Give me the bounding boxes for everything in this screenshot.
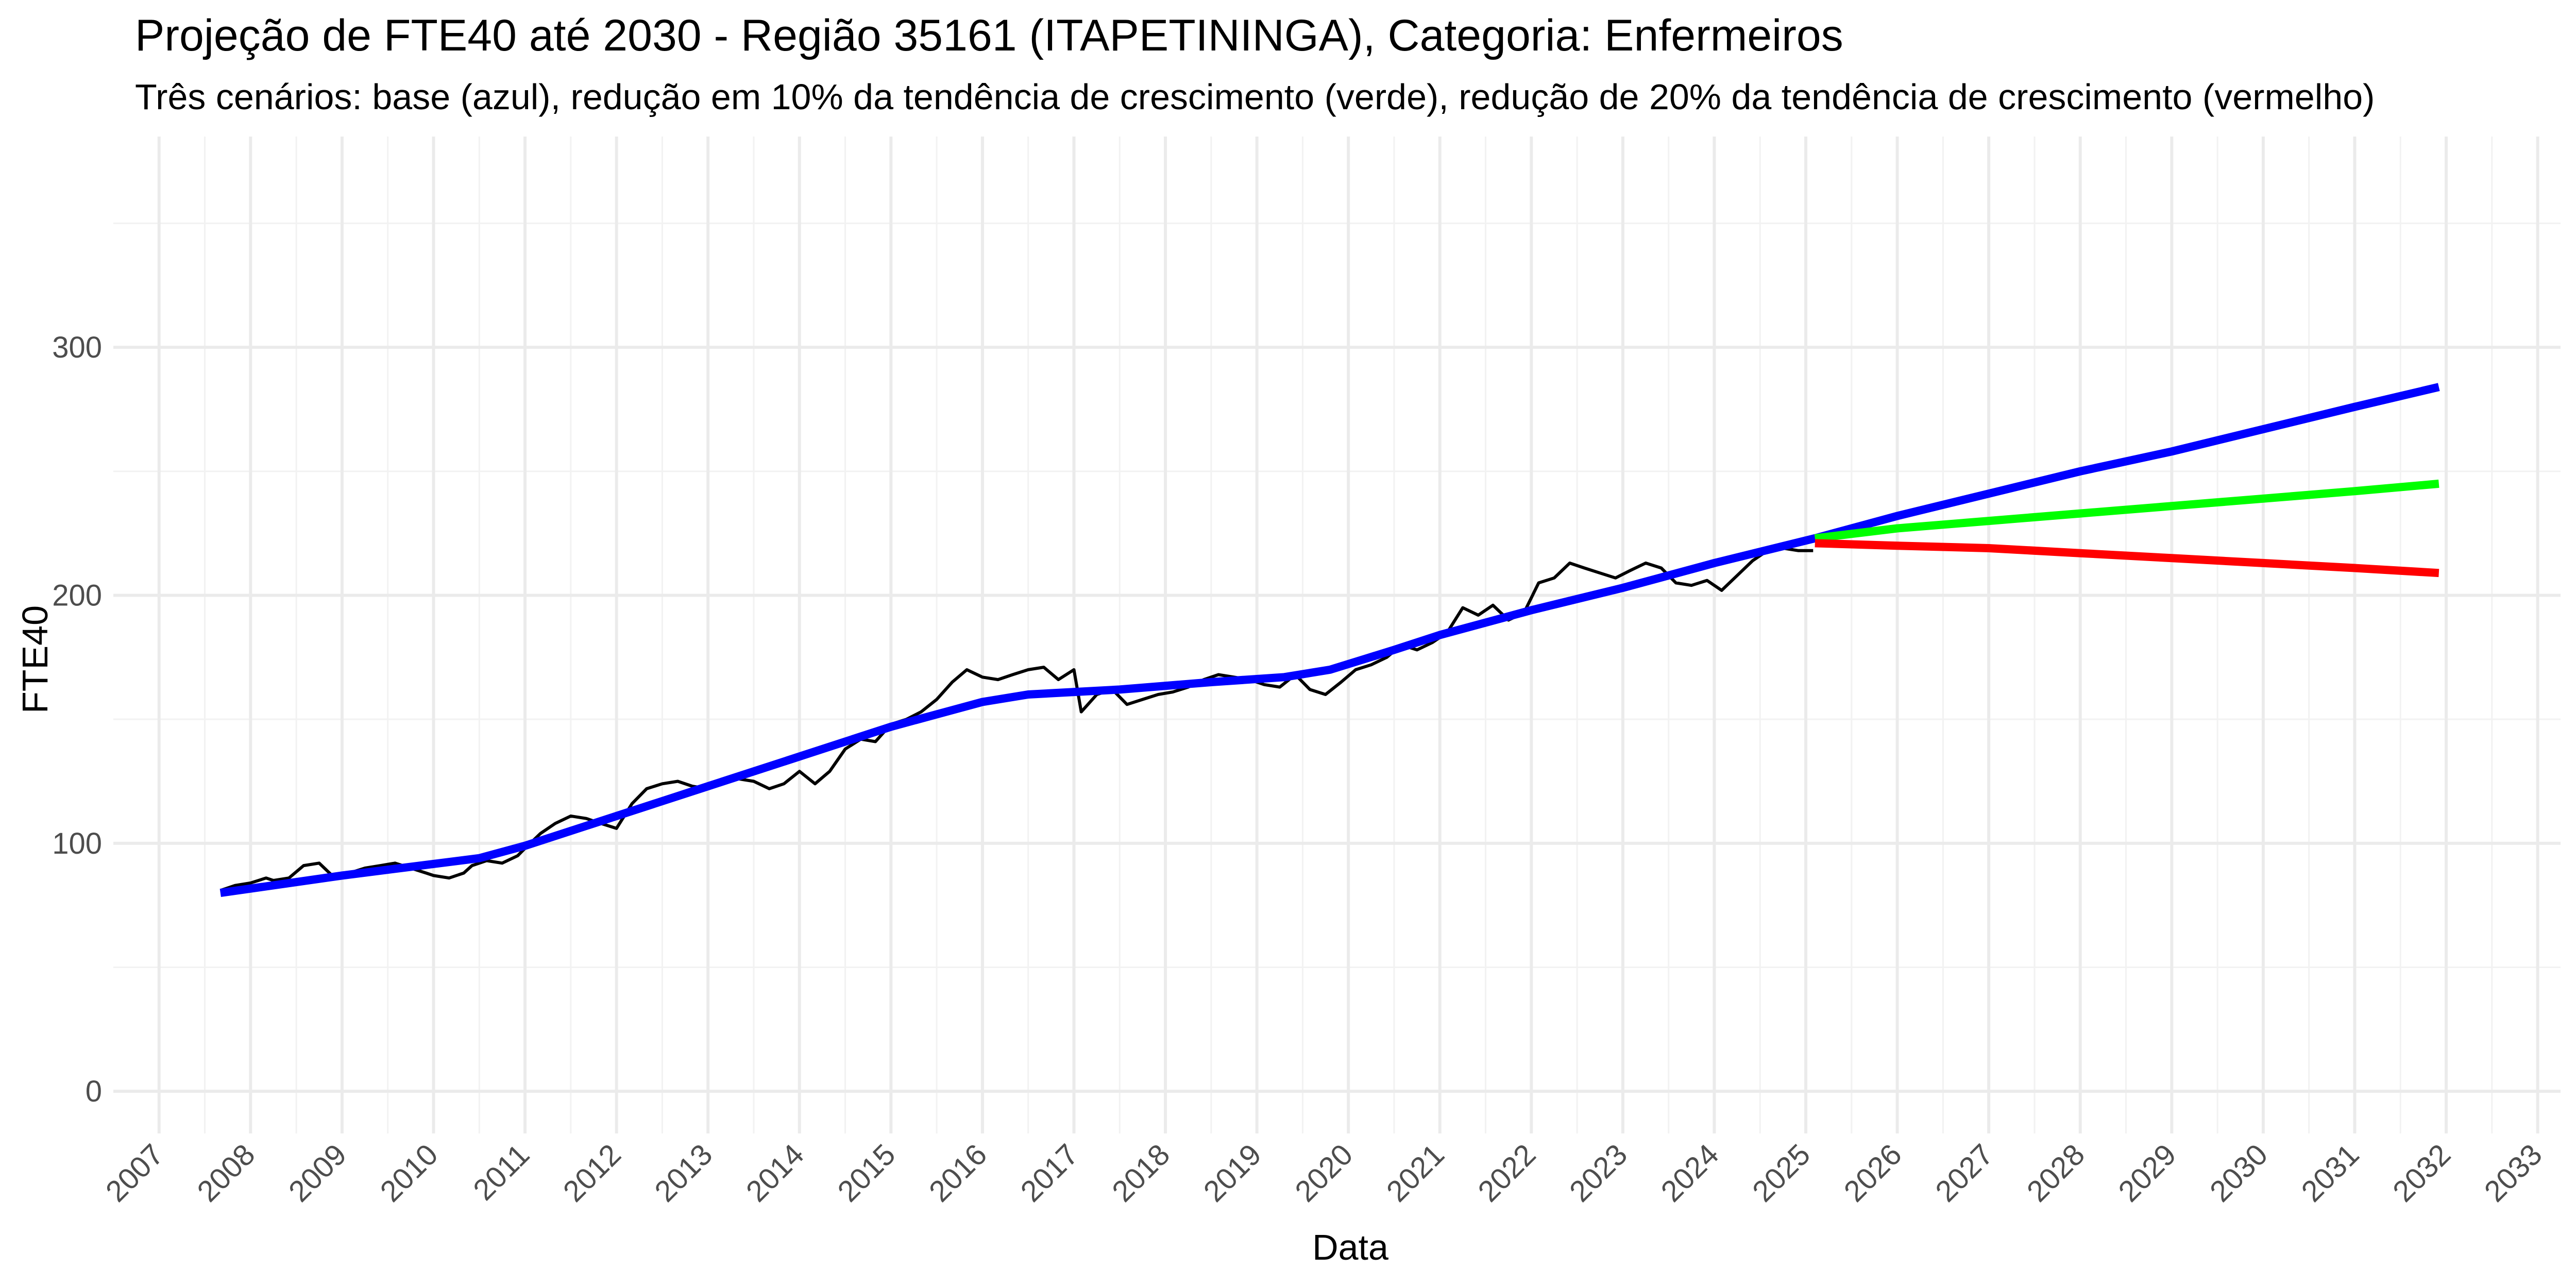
y-axis-label: FTE40 bbox=[15, 605, 55, 714]
observed-series-line bbox=[219, 547, 1814, 892]
grid-major bbox=[113, 137, 2561, 1133]
chart-title: Projeção de FTE40 até 2030 - Região 3516… bbox=[135, 11, 1843, 60]
base-scenario-line bbox=[219, 383, 2440, 897]
chart-subtitle: Três cenários: base (azul), redução em 1… bbox=[135, 77, 2375, 117]
y-tick-label: 0 bbox=[86, 1075, 102, 1108]
y-tick-label: 200 bbox=[52, 579, 102, 612]
y-tick-label: 100 bbox=[52, 827, 102, 860]
series-layer bbox=[219, 383, 2440, 897]
x-axis-label: Data bbox=[1312, 1227, 1388, 1267]
grid-minor bbox=[113, 137, 2561, 1133]
reduction-10-line bbox=[1814, 479, 2439, 543]
reduction-20-line bbox=[1815, 539, 2439, 578]
y-tick-label: 300 bbox=[52, 331, 102, 364]
y-axis-ticks: 0 100 200 300 bbox=[52, 331, 102, 1108]
